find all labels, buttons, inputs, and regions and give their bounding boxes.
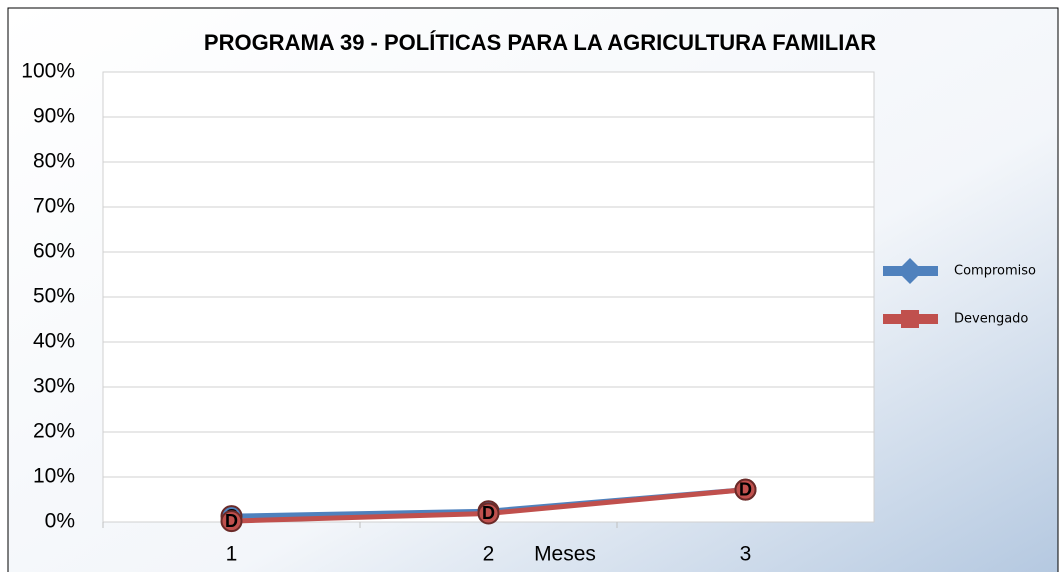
x-tick-label: 1 bbox=[226, 543, 238, 566]
y-tick-label: 80% bbox=[33, 150, 75, 173]
y-tick-label: 60% bbox=[33, 240, 75, 263]
y-tick-label: 50% bbox=[33, 285, 75, 308]
y-tick-label: 100% bbox=[21, 60, 75, 83]
y-tick-label: 90% bbox=[33, 105, 75, 128]
x-axis-label: Meses bbox=[534, 543, 596, 566]
y-tick-label: 70% bbox=[33, 195, 75, 218]
data-label: D bbox=[482, 503, 495, 523]
y-tick-label: 0% bbox=[45, 510, 75, 533]
data-label: D bbox=[739, 479, 752, 499]
legend-label: Compromiso bbox=[954, 264, 1036, 279]
x-tick-label: 2 bbox=[483, 543, 495, 566]
y-tick-label: 40% bbox=[33, 330, 75, 353]
y-tick-label: 30% bbox=[33, 375, 75, 398]
data-label: D bbox=[225, 511, 238, 531]
legend-label: Devengado bbox=[954, 312, 1028, 327]
data-point bbox=[477, 502, 500, 525]
data-point bbox=[734, 478, 757, 501]
y-tick-label: 20% bbox=[33, 420, 75, 443]
y-tick-label: 10% bbox=[33, 465, 75, 488]
chart-title: PROGRAMA 39 - POLÍTICAS PARA LA AGRICULT… bbox=[204, 30, 876, 55]
legend-marker bbox=[897, 258, 923, 284]
x-tick-label: 3 bbox=[740, 543, 752, 566]
legend-marker bbox=[901, 310, 919, 328]
data-point bbox=[220, 510, 243, 533]
